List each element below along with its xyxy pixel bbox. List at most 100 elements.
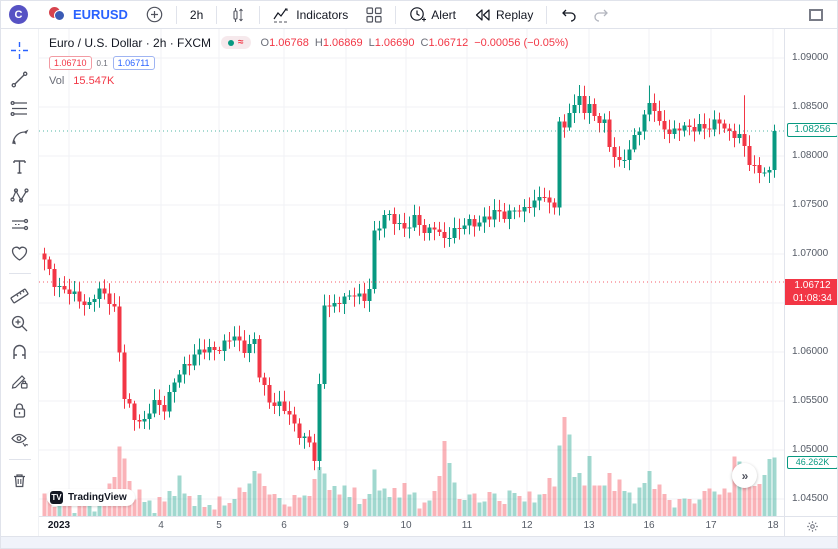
volume-indicator-value: 15.547K (73, 75, 115, 87)
replay-rewind-icon (475, 8, 490, 21)
time-tick: 18 (767, 520, 779, 531)
open-value: 1.06768 (269, 36, 309, 49)
replay-button[interactable]: Replay (469, 5, 538, 25)
tool-long-position[interactable] (7, 211, 33, 237)
close-value: 1.06712 (428, 36, 469, 49)
chart-legend: Euro / U.S. Dollar · 2h · FXCM ≈ O1.0676… (49, 34, 568, 87)
drawing-toolbar (1, 29, 39, 536)
change-value: −0.00056 (−0.05%) (474, 36, 569, 49)
tool-brush[interactable] (7, 124, 33, 150)
low-value: 1.06690 (374, 36, 415, 49)
toolbar-separator (216, 5, 218, 24)
price-tick: 1.06000 (792, 346, 829, 357)
double-chevron-right-icon: » (741, 468, 749, 483)
time-tick: 17 (705, 520, 717, 531)
chart-style-button[interactable] (225, 4, 251, 26)
layout-templates-button[interactable] (361, 4, 387, 26)
toolbar-separator (175, 5, 177, 24)
interval-label: 2h (189, 7, 204, 22)
indicators-icon (273, 8, 288, 22)
bar-countdown: 01:08:34 (793, 293, 832, 305)
high-value: 1.06869 (322, 36, 363, 49)
user-avatar[interactable]: C (9, 5, 28, 24)
volume-value-label: 46.262K (787, 456, 837, 469)
tool-hide-drawings[interactable] (7, 426, 33, 452)
tool-xabcd-pattern[interactable] (7, 182, 33, 208)
magnet-icon (13, 344, 26, 359)
indicators-label: Indicators (296, 7, 349, 22)
market-status-pill[interactable]: ≈ (221, 36, 251, 49)
price-tick: 1.09000 (792, 52, 829, 63)
undo-icon (562, 9, 576, 22)
tool-trend-line[interactable] (7, 66, 33, 92)
volume-indicator-label[interactable]: Vol (49, 75, 65, 87)
redo-button[interactable] (589, 5, 615, 25)
brush-icon (11, 129, 29, 144)
price-axis[interactable]: 1.08256 1.06712 01:08:34 46.262K 1.09000… (784, 29, 837, 516)
tool-measure[interactable] (7, 281, 33, 307)
time-tick: 16 (643, 520, 655, 531)
market-open-dot-icon (228, 39, 235, 46)
undo-button[interactable] (555, 5, 581, 25)
drawing-mode-icon (11, 374, 28, 389)
time-tick: 13 (583, 520, 595, 531)
price-tick: 1.08500 (792, 101, 829, 112)
time-axis[interactable]: 2023 4 5 6 9 10 11 12 13 16 17 18 (39, 516, 784, 536)
fullscreen-button[interactable] (809, 9, 823, 21)
long-position-icon (12, 218, 29, 230)
alert-label: Alert (431, 7, 456, 22)
scroll-right-button[interactable]: » (732, 463, 757, 488)
tool-lock-drawings[interactable] (7, 397, 33, 423)
tool-emoji[interactable] (7, 240, 33, 266)
tradingview-watermark[interactable]: TV TradingView (47, 489, 135, 506)
buy-price-button[interactable]: 1.06711 (112, 56, 155, 70)
price-tick: 1.05500 (792, 395, 829, 406)
sell-price-button[interactable]: 1.06710 (49, 56, 92, 70)
time-tick: 4 (158, 520, 164, 531)
candlestick-chart[interactable] (39, 29, 784, 516)
tool-zoom-in[interactable] (7, 310, 33, 336)
alert-clock-icon (410, 7, 427, 22)
time-tick: 10 (400, 520, 412, 531)
text-icon (13, 159, 26, 174)
bottom-strip (1, 536, 837, 548)
delayed-data-icon: ≈ (238, 36, 244, 48)
plus-circle-icon (146, 6, 163, 23)
time-tick: 2023 (47, 520, 71, 531)
compare-add-button[interactable] (141, 3, 168, 26)
interval-button[interactable]: 2h (185, 5, 208, 25)
crosshair-icon (11, 41, 28, 59)
price-tick: 1.04500 (792, 493, 829, 504)
price-tick: 1.08000 (792, 150, 829, 161)
redo-icon (594, 9, 609, 22)
tool-magnet[interactable] (7, 339, 33, 365)
time-tick: 5 (216, 520, 222, 531)
time-tick: 9 (343, 520, 349, 531)
symbol-button[interactable]: EURUSD (44, 4, 133, 25)
tool-crosshair[interactable] (7, 37, 33, 63)
toolbar-separator (259, 5, 261, 24)
alert-button[interactable]: Alert (404, 3, 461, 26)
top-toolbar: C EURUSD 2h Indicators Alert Replay (1, 1, 837, 29)
time-tick: 6 (281, 520, 287, 531)
price-tick: 1.07500 (792, 199, 829, 210)
hide-drawings-icon (11, 433, 29, 447)
gear-icon[interactable] (806, 520, 819, 533)
tool-fib-retracement[interactable] (7, 95, 33, 121)
chart-pane[interactable]: Euro / U.S. Dollar · 2h · FXCM ≈ O1.0676… (39, 29, 784, 516)
price-tick: 1.05000 (792, 444, 829, 455)
toolbar-divider (8, 459, 31, 460)
tradingview-logo-icon: TV (50, 491, 63, 504)
symbol-label: EURUSD (73, 7, 128, 22)
realtime-price-value: 1.06712 (794, 280, 831, 292)
symbol-title[interactable]: Euro / U.S. Dollar · 2h · FXCM (49, 35, 212, 50)
candlestick-style-icon (233, 7, 244, 22)
lock-drawings-icon (13, 402, 26, 418)
indicators-button[interactable]: Indicators (268, 4, 353, 26)
axis-settings-corner (784, 516, 837, 536)
remove-drawings-icon (14, 473, 25, 487)
replay-label: Replay (495, 7, 534, 22)
tool-text[interactable] (7, 153, 33, 179)
tool-drawing-mode[interactable] (7, 368, 33, 394)
tool-remove-drawings[interactable] (7, 467, 33, 493)
